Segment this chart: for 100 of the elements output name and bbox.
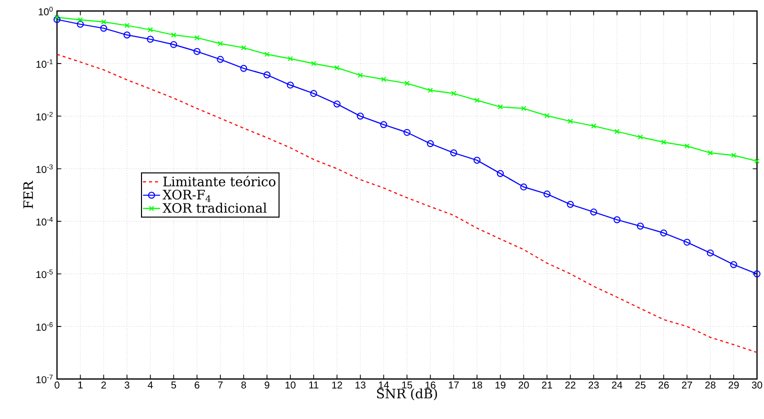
x-tick-label: 17 [448, 382, 459, 388]
x-tick-label: 30 [752, 382, 762, 389]
x-tick-label: 12 [332, 382, 342, 388]
x-tick-label: 19 [496, 382, 506, 389]
point [146, 36, 154, 43]
x-tick-label: 28 [705, 382, 716, 389]
y-tick-label: 10$^{-3}$ [36, 164, 53, 174]
point [310, 90, 318, 97]
point [101, 19, 106, 25]
point [638, 134, 643, 140]
point [496, 170, 504, 178]
x-tick-label: 6 [194, 382, 200, 389]
x-tick-label: 29 [728, 382, 739, 389]
x-tick-label: 25 [635, 382, 646, 389]
point [706, 249, 714, 256]
point [240, 64, 248, 72]
point [264, 71, 270, 78]
point [334, 100, 340, 108]
legend-label: Limitante teórico [163, 176, 276, 186]
x-tick-label: 1 [78, 382, 83, 388]
x-tick-label: 14 [378, 382, 389, 388]
point [636, 222, 644, 230]
point [614, 128, 620, 134]
point [286, 82, 294, 89]
y-tick-label: 10$^{-7}$ [36, 374, 53, 384]
point [520, 183, 528, 190]
point [498, 104, 503, 110]
x-tick-label: 27 [682, 382, 692, 388]
point [568, 118, 573, 124]
point [660, 229, 668, 236]
point [171, 32, 176, 38]
point [76, 20, 84, 28]
legend-label: XOR-F$_{4}$ [162, 190, 211, 202]
x-tick-label: 7 [218, 382, 223, 388]
point [590, 208, 598, 216]
point [241, 45, 246, 50]
x-tick-label: 3 [124, 382, 130, 389]
point [194, 48, 200, 55]
y-axis-title: FER [23, 180, 33, 208]
y-tick-label: 10$^{-5}$ [36, 270, 53, 278]
x-tick-label: 8 [241, 382, 246, 389]
x-tick-label: 9 [264, 382, 270, 389]
point [708, 150, 713, 156]
point [311, 60, 316, 66]
x-tick-label: 22 [565, 382, 576, 388]
y-tick-label: 10$^{0}$ [38, 6, 53, 16]
x-tick-label: 18 [472, 382, 482, 389]
x-tick-label: 16 [426, 382, 436, 389]
point [334, 65, 340, 70]
point [356, 112, 364, 120]
legend-label: XOR tradicional [162, 202, 267, 213]
y-tick-label: 10$^{-4}$ [36, 217, 53, 226]
point [474, 156, 480, 164]
point [216, 56, 224, 63]
point [404, 80, 410, 86]
point [404, 128, 410, 136]
point [566, 200, 574, 208]
x-tick-label: 11 [309, 382, 318, 388]
point [100, 24, 108, 32]
point [428, 88, 433, 93]
x-tick-label: 4 [148, 382, 153, 388]
point [264, 52, 270, 57]
x-axis-title: SNR (dB) [377, 388, 437, 400]
point [661, 140, 666, 145]
point [358, 72, 363, 78]
point [426, 140, 434, 148]
x-tick-label: 10 [286, 382, 296, 389]
point [521, 106, 526, 112]
point [218, 40, 223, 46]
point [288, 56, 293, 62]
point [450, 149, 458, 156]
point [684, 143, 690, 149]
point [684, 238, 690, 246]
point [614, 216, 620, 224]
point [730, 261, 738, 268]
y-tick-label: 10$^{-2}$ [36, 112, 53, 120]
point [381, 76, 386, 82]
point [170, 41, 178, 48]
point [544, 113, 550, 118]
y-tick-label: 10$^{-6}$ [36, 322, 53, 331]
point [148, 27, 153, 32]
x-tick-label: 24 [612, 382, 622, 388]
x-tick-label: 23 [588, 382, 599, 389]
x-tick-label: 15 [402, 382, 412, 388]
point [78, 17, 83, 22]
x-tick-label: 5 [171, 382, 176, 388]
point [591, 123, 596, 129]
point [544, 190, 550, 198]
x-tick-label: 26 [658, 382, 669, 389]
point [474, 98, 480, 103]
point [124, 22, 130, 28]
x-tick-label: 21 [542, 382, 552, 388]
y-tick-label: 10$^{-1}$ [36, 59, 53, 68]
line-series [57, 54, 758, 353]
x-tick-label: 0 [54, 382, 60, 389]
x-tick-label: 20 [518, 382, 529, 389]
point [124, 31, 130, 38]
point [380, 121, 388, 128]
x-tick-label: 13 [356, 382, 366, 389]
point [731, 152, 736, 158]
